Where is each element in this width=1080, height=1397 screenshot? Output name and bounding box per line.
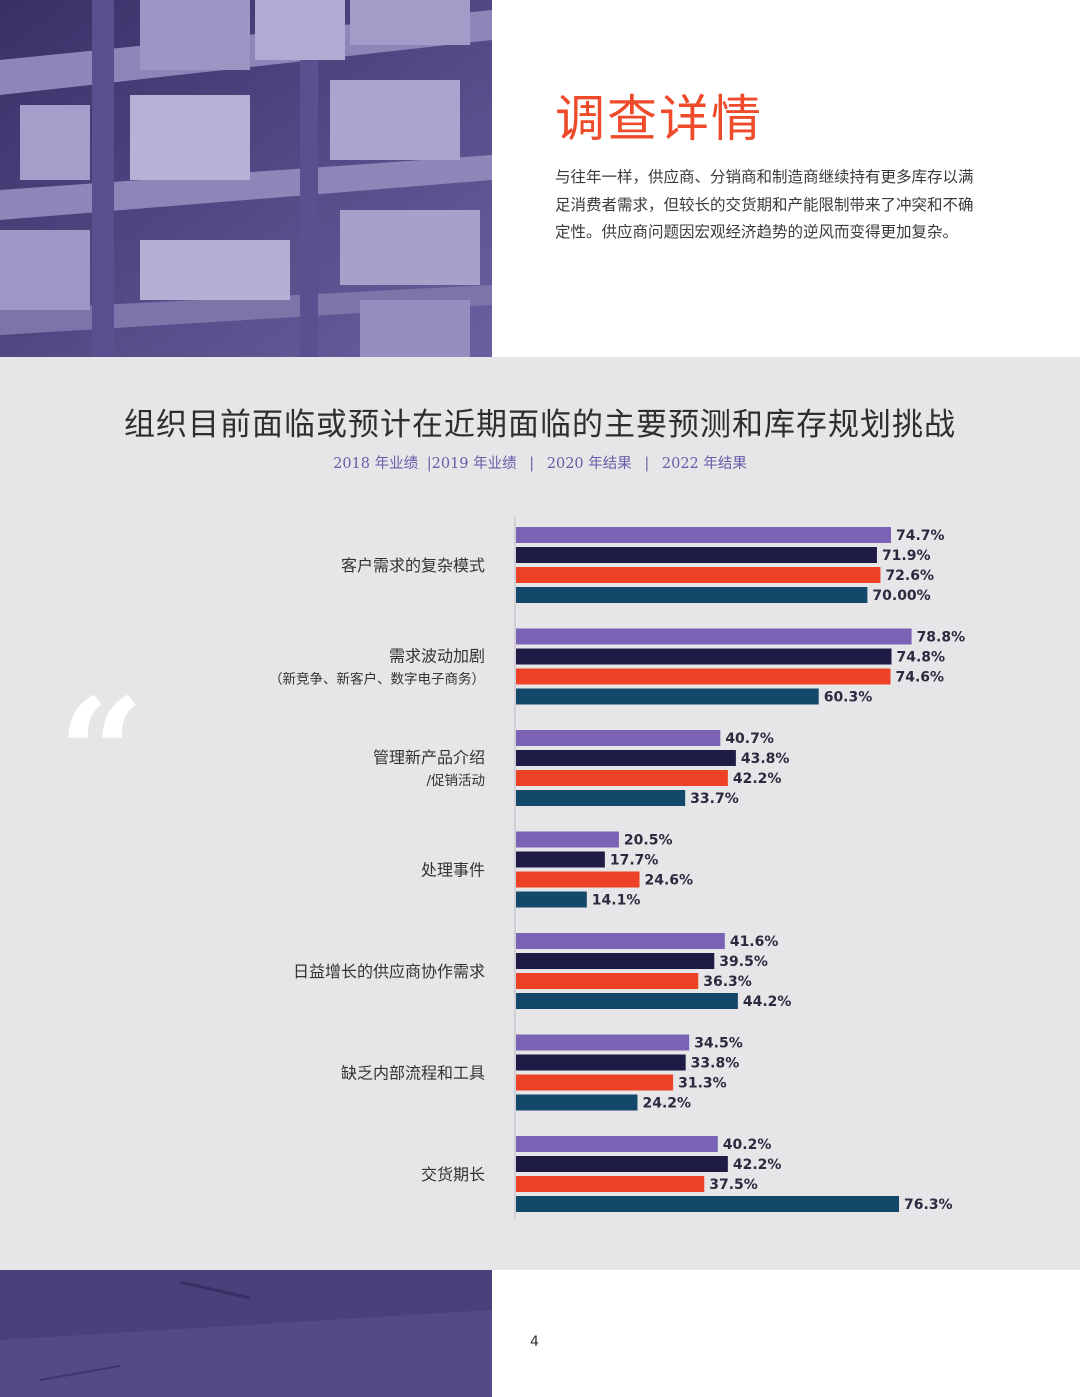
data-label: 39.5% xyxy=(719,954,768,970)
data-label: 34.5% xyxy=(694,1036,743,1052)
data-label: 44.2% xyxy=(743,994,792,1010)
data-label: 74.7% xyxy=(896,528,945,544)
data-label: 60.3% xyxy=(824,690,873,706)
bar xyxy=(516,1196,900,1212)
bar xyxy=(516,527,891,543)
category-label: 客户需求的复杂模式 xyxy=(341,556,485,575)
quote-icon: “ xyxy=(58,666,145,842)
bar xyxy=(516,871,640,888)
bar xyxy=(516,790,686,806)
page-title: 调查详情 xyxy=(555,90,763,148)
bar xyxy=(516,1074,674,1091)
data-label: 78.8% xyxy=(917,630,966,646)
data-label: 42.2% xyxy=(733,771,782,787)
category-label: 缺乏内部流程和工具 xyxy=(341,1064,485,1083)
bar xyxy=(516,831,619,848)
bar xyxy=(516,933,725,949)
bar xyxy=(516,993,738,1009)
data-label: 24.2% xyxy=(642,1096,691,1112)
data-label: 43.8% xyxy=(741,751,790,767)
bar xyxy=(516,547,877,563)
data-label: 20.5% xyxy=(624,833,673,849)
category-label: 处理事件 xyxy=(421,861,485,880)
legend-separator: | xyxy=(644,456,650,472)
intro-paragraph: 与往年一样，供应商、分销商和制造商继续持有更多库存以满足消费者需求，但较长的交货… xyxy=(555,168,974,241)
data-label: 40.7% xyxy=(725,731,774,747)
bar-chart: 客户需求的复杂模式 74.7% 71.9% 72.6% 70.00% 需求波动加剧 （新竞争… xyxy=(269,517,966,1219)
bar xyxy=(516,1034,690,1051)
bar xyxy=(516,851,605,868)
legend-2019: |2019 年业绩 xyxy=(426,456,517,472)
bar xyxy=(516,770,728,786)
category-label: 管理新产品介绍 xyxy=(373,748,485,767)
bar xyxy=(516,750,736,766)
warehouse-photo xyxy=(0,0,492,357)
bar xyxy=(516,567,881,583)
legend-2018: 2018 年业绩 xyxy=(333,456,419,472)
legend-2022: 2022 年结果 xyxy=(661,456,747,472)
data-label: 31.3% xyxy=(678,1076,727,1092)
data-label: 71.9% xyxy=(882,548,931,564)
data-label: 41.6% xyxy=(730,934,779,950)
bar xyxy=(516,1054,686,1071)
data-label: 36.3% xyxy=(703,974,752,990)
data-label: 14.1% xyxy=(592,893,641,909)
data-label: 74.6% xyxy=(895,670,944,686)
bar xyxy=(516,587,868,603)
category-label: 需求波动加剧 xyxy=(389,647,485,666)
category-label: /促销活动 xyxy=(426,773,485,789)
bar xyxy=(516,730,721,746)
category-label: （新竞争、新客户、数字电子商务） xyxy=(269,671,485,688)
bar xyxy=(516,628,912,645)
legend-2020: 2020 年结果 xyxy=(546,456,632,472)
data-label: 42.2% xyxy=(733,1157,782,1173)
chart-legend: 2018 年业绩 |2019 年业绩 | 2020 年结果 | 2022 年结果 xyxy=(0,452,1080,473)
bar xyxy=(516,668,891,685)
bar xyxy=(516,1176,705,1192)
data-label: 74.8% xyxy=(896,650,945,666)
page-number: 4 xyxy=(530,1334,539,1350)
bar xyxy=(516,1136,718,1152)
data-label: 24.6% xyxy=(644,873,693,889)
chart-panel: 组织目前面临或预计在近期面临的主要预测和库存规划挑战 2018 年业绩 |201… xyxy=(0,357,1080,1270)
data-label: 33.7% xyxy=(690,791,739,807)
data-label: 37.5% xyxy=(709,1177,758,1193)
data-label: 40.2% xyxy=(723,1137,772,1153)
bar xyxy=(516,648,892,665)
header-block: 调查详情 与往年一样，供应商、分销商和制造商继续持有更多库存以满足消费者需求，但… xyxy=(555,88,985,247)
bar xyxy=(516,973,699,989)
data-label: 70.00% xyxy=(872,588,930,604)
data-label: 17.7% xyxy=(610,853,659,869)
data-label: 76.3% xyxy=(904,1197,953,1213)
floor-photo xyxy=(0,1270,492,1397)
bar xyxy=(516,953,715,969)
bar xyxy=(516,1156,728,1172)
bar xyxy=(516,1094,638,1111)
data-label: 33.8% xyxy=(691,1056,740,1072)
legend-separator: | xyxy=(529,456,535,472)
bar xyxy=(516,891,587,908)
chart-title: 组织目前面临或预计在近期面临的主要预测和库存规划挑战 xyxy=(124,407,956,443)
category-label: 日益增长的供应商协作需求 xyxy=(293,962,485,981)
category-label: 交货期长 xyxy=(421,1165,485,1184)
data-label: 72.6% xyxy=(885,568,934,584)
bar xyxy=(516,688,819,705)
